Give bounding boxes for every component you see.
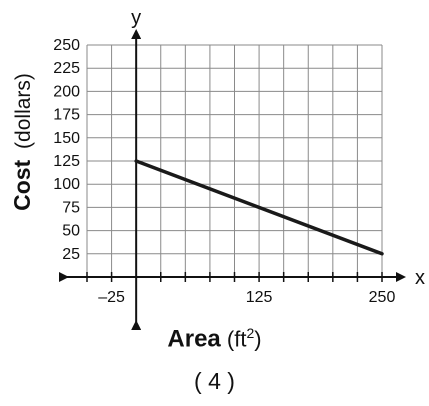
y-tick-label: 150 <box>53 130 80 147</box>
y-tick-label: 225 <box>53 60 80 77</box>
y-tick-label: 200 <box>53 83 80 100</box>
y-tick-label: 75 <box>62 199 80 216</box>
x-axis-label: Area (ft2) <box>0 325 429 353</box>
y-axis-letter: y <box>131 7 141 29</box>
choice-caption: ( 4 ) <box>194 368 235 394</box>
y-tick-label: 250 <box>53 37 80 54</box>
x-axis-label-main: Area <box>167 325 221 353</box>
x-axis-letter: x <box>415 267 425 289</box>
grid <box>86 44 383 278</box>
x-tick-label: 250 <box>369 289 396 306</box>
series <box>134 159 384 256</box>
y-axis-label-unit: (dollars) <box>12 73 35 149</box>
x-axis-label-exponent: 2 <box>246 325 255 341</box>
series-line <box>134 159 384 256</box>
y-axis-label: Cost (dollars) <box>9 73 35 211</box>
y-tick-label: 25 <box>62 246 80 263</box>
axes <box>59 29 406 330</box>
y-tick-label: 125 <box>53 153 80 170</box>
x-tick-label: –25 <box>98 289 125 306</box>
y-tick-label: 50 <box>62 223 80 240</box>
tick-labels: 25 50 75 100 125 150 175 200 225 250 –25 125 250 <box>53 37 395 306</box>
x-tick-label: 125 <box>246 289 273 306</box>
x-axis-label-unit-close: ) <box>254 326 262 352</box>
y-axis-label-main: Cost <box>9 159 35 210</box>
y-tick-label: 100 <box>53 176 80 193</box>
y-tick-label: 175 <box>53 107 80 124</box>
x-axis-label-unit: (ft <box>226 326 247 352</box>
